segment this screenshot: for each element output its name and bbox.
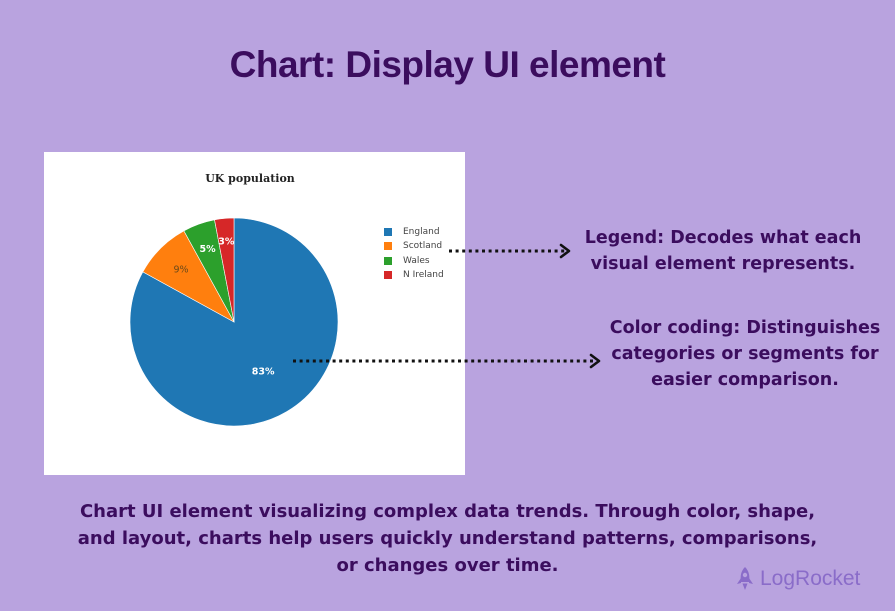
color-coding-arrow xyxy=(293,353,601,369)
legend-item-wales: Wales xyxy=(384,254,444,268)
chart-title: UK population xyxy=(205,172,295,185)
pie-slice-england xyxy=(129,217,339,427)
rocket-icon xyxy=(737,567,753,590)
logrocket-logo: LogRocket xyxy=(734,566,860,592)
chart-legend: England Scotland Wales N Ireland xyxy=(384,225,444,282)
data-label-scotland: 9% xyxy=(174,265,189,276)
data-label-england: 83% xyxy=(252,367,275,378)
legend-swatch xyxy=(384,228,392,237)
legend-item-n-ireland: N Ireland xyxy=(384,268,444,282)
legend-swatch xyxy=(384,256,392,265)
legend-arrow xyxy=(449,243,571,259)
legend-label: Scotland xyxy=(403,241,443,252)
caption: Chart UI element visualizing complex dat… xyxy=(77,501,818,576)
legend-label: N Ireland xyxy=(403,270,444,281)
legend-label: England xyxy=(403,227,440,238)
pie-chart: 83% 9% 5%3% xyxy=(129,217,339,427)
data-label-wales: 5% xyxy=(200,244,217,255)
legend-label: Wales xyxy=(403,255,430,266)
color-coding-annotation: Color coding: Distinguishes categories o… xyxy=(609,318,881,390)
legend-annotation: Legend: Decodes what each visual element… xyxy=(584,228,862,274)
legend-item-england: England xyxy=(384,225,444,239)
brand-name: LogRocket xyxy=(760,567,861,590)
pie-slice-n-ireland xyxy=(214,217,235,323)
chart-card: UK population 83% 9% 5% 3% England Scotland… xyxy=(44,152,465,475)
legend-swatch xyxy=(384,242,392,251)
legend-item-scotland: Scotland xyxy=(384,239,444,253)
legend-swatch xyxy=(384,271,392,280)
data-label-n-ireland: 3% xyxy=(218,237,235,248)
page-title: Chart: Display UI element xyxy=(229,44,666,85)
